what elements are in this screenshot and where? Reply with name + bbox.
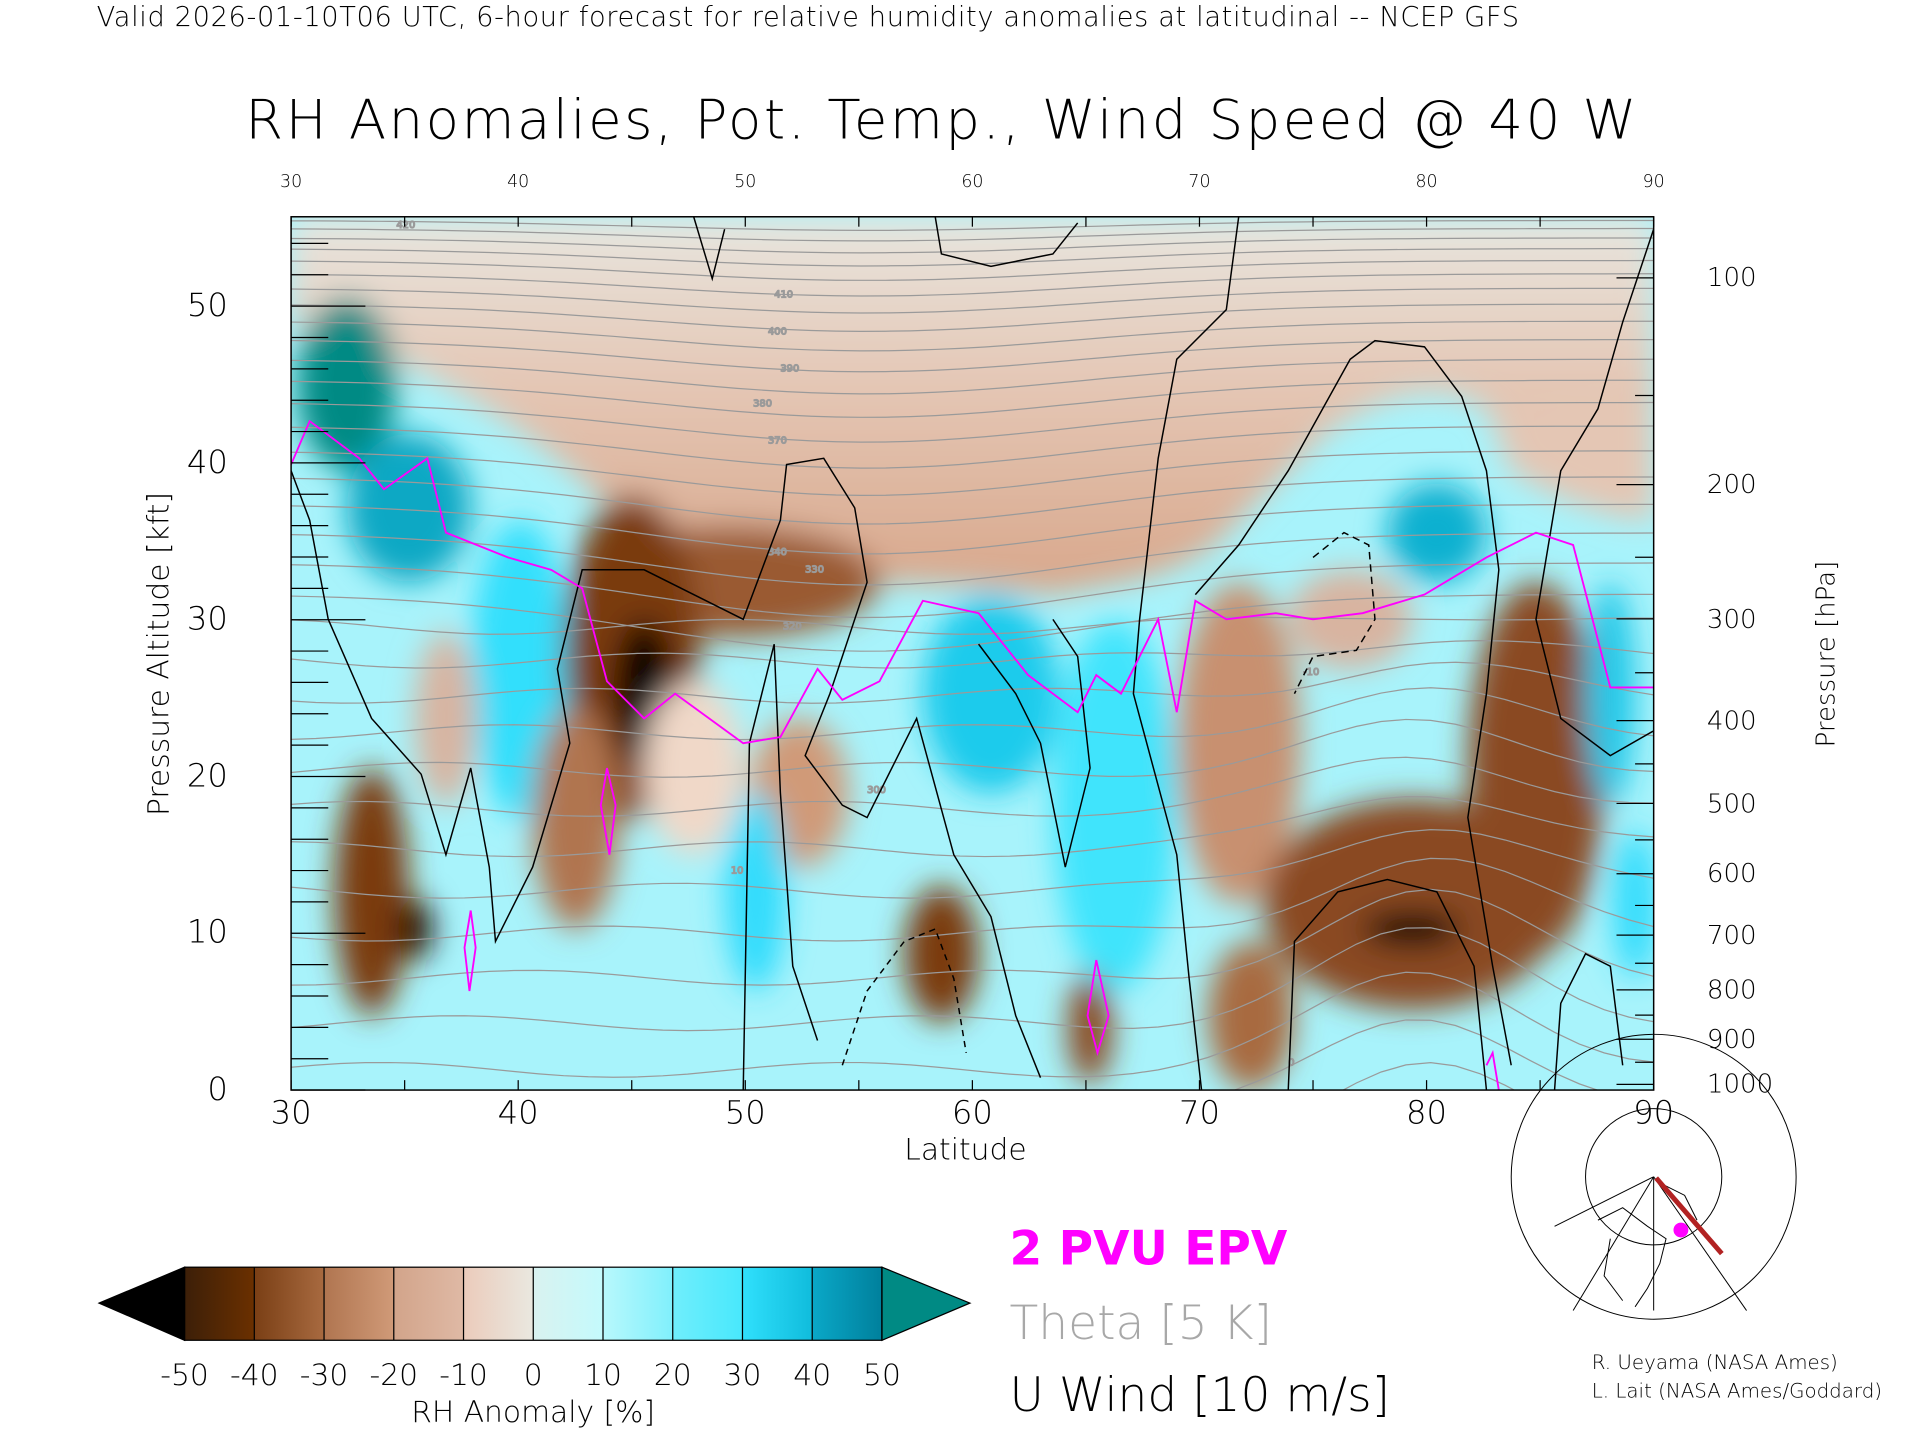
top-tick-label: 70 xyxy=(1188,172,1211,192)
location-marker xyxy=(1673,1222,1689,1238)
subtitle: Valid 2026-01-10T06 UTC, 6-hour forecast… xyxy=(96,2,1520,34)
pressure-tick-label: 700 xyxy=(1706,920,1757,951)
x-tick-label: 50 xyxy=(724,1095,766,1133)
y-tick-label: 50 xyxy=(186,287,228,325)
u-wind-contours xyxy=(291,216,1654,1091)
theta-contour-label: 370 xyxy=(768,435,787,446)
theta-contour-label: 340 xyxy=(768,547,787,558)
y-tick-label: 20 xyxy=(186,757,228,796)
colorbar-tick-label: 0 xyxy=(523,1357,543,1393)
locator-map xyxy=(1510,1033,1797,1320)
top-tick-label: 60 xyxy=(961,172,984,192)
x-tick-label: 90 xyxy=(1633,1095,1675,1133)
x-tick-label: 60 xyxy=(951,1095,993,1133)
x-tick-label: 30 xyxy=(270,1095,312,1133)
y-tick-label: 30 xyxy=(186,601,228,639)
theta-contour-label: 380 xyxy=(753,398,772,409)
pressure-tick-label: 300 xyxy=(1706,604,1757,634)
colorbar-tick-label: -50 xyxy=(160,1357,209,1393)
colorbar-label: RH Anomaly [%] xyxy=(411,1394,656,1430)
legend-wind: U Wind [10 m/s] xyxy=(1009,1367,1391,1423)
colorbar-tick-label: -30 xyxy=(299,1357,349,1393)
theta-contour-label: 330 xyxy=(805,564,824,575)
colorbar-tick-label: 40 xyxy=(793,1357,832,1393)
x-axis-label: Latitude xyxy=(904,1132,1027,1167)
top-tick-label: 90 xyxy=(1642,172,1665,192)
axis-ticks xyxy=(290,216,1655,1091)
pv-2pvu-contour xyxy=(291,419,1654,745)
x-tick-label: 70 xyxy=(1178,1095,1220,1133)
theta-contour-label: 420 xyxy=(396,220,415,231)
pressure-tick-label: 1000 xyxy=(1706,1069,1774,1100)
legend-pv: 2 PVU EPV xyxy=(1009,1221,1288,1276)
top-tick-label: 30 xyxy=(280,172,303,192)
pressure-tick-label: 900 xyxy=(1706,1024,1757,1055)
colorbar-tick-label: -20 xyxy=(369,1357,419,1393)
colorbar-tick-label: 30 xyxy=(723,1357,762,1393)
pv-contour-fragment xyxy=(1086,959,1110,1057)
pressure-tick-label: 400 xyxy=(1706,705,1757,736)
pressure-tick-label: 200 xyxy=(1706,469,1757,500)
x-tick-label: 40 xyxy=(497,1095,539,1133)
theta-contour-label: 320 xyxy=(783,621,802,632)
colorbar-tick-label: 20 xyxy=(653,1357,692,1393)
colorbar-tick-label: 50 xyxy=(863,1357,901,1393)
pv-contour-fragment xyxy=(599,767,617,855)
pv-contour-fragment xyxy=(463,910,477,992)
credit-line-2: L. Lait (NASA Ames/Goddard) xyxy=(1591,1378,1883,1403)
colorbar-under-triangle xyxy=(97,1266,186,1342)
y-axis-label: Pressure Altitude [kft] xyxy=(141,492,176,817)
pv-contour-fragment xyxy=(1485,1049,1500,1091)
pressure-tick-label: 800 xyxy=(1706,974,1757,1005)
top-tick-label: 50 xyxy=(734,172,757,192)
theta-contour-label: 390 xyxy=(780,364,799,375)
top-tick-label: 40 xyxy=(507,172,530,192)
chart-title: RH Anomalies, Pot. Temp., Wind Speed @ 4… xyxy=(245,89,1639,153)
wind-contour-label: 0 xyxy=(1288,1057,1294,1068)
top-tick-label: 80 xyxy=(1415,172,1438,192)
pressure-tick-label: 600 xyxy=(1706,858,1757,889)
credit-line-1: R. Ueyama (NASA Ames) xyxy=(1591,1350,1838,1374)
colorbar-tick-label: -40 xyxy=(230,1357,279,1393)
pressure-tick-label: 100 xyxy=(1706,262,1757,293)
legend-theta: Theta [5 K] xyxy=(1009,1295,1272,1351)
y-tick-label: 0 xyxy=(207,1071,228,1109)
pressure-axis-label: Pressure [hPa] xyxy=(1810,560,1841,748)
colorbar-over-triangle xyxy=(881,1266,972,1342)
theta-contour-label: 400 xyxy=(768,326,787,337)
colorbar-tick-label: -10 xyxy=(439,1357,488,1393)
pressure-tick-label: 500 xyxy=(1706,788,1757,819)
colorbar-tick-label: 10 xyxy=(584,1357,622,1393)
wind-contour-label: 10 xyxy=(731,865,744,876)
colorbar xyxy=(97,1266,972,1342)
y-tick-label: 10 xyxy=(186,914,228,952)
theta-contour-label: 410 xyxy=(774,289,793,300)
x-tick-label: 80 xyxy=(1406,1095,1448,1133)
y-tick-label: 40 xyxy=(186,444,228,482)
cross-section-path xyxy=(1654,1176,1724,1256)
